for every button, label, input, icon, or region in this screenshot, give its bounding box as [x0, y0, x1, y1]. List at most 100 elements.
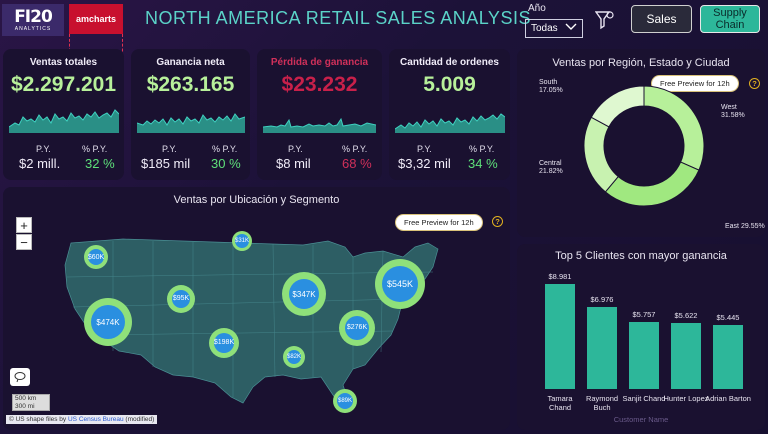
page-title: NORTH AMERICA RETAIL SALES ANALYSIS [145, 8, 531, 28]
bar-chart-xlabel: Customer Name [613, 415, 669, 424]
map-bubble-ring[interactable] [332, 388, 358, 414]
kpi-py-label: P.Y. [417, 144, 432, 154]
kpi-ppy-label: % P.Y. [82, 144, 108, 154]
amcharts-logo: amcharts [69, 4, 123, 34]
kpi-ppy-value: 34 % [468, 156, 498, 171]
map-bubble-ring[interactable] [338, 309, 376, 347]
amcharts-logo-text: amcharts [75, 14, 117, 24]
kpi-card-perdida-ganancia: Pérdida de ganancia $23.232 P.Y. % P.Y. … [257, 49, 382, 180]
attribution-link[interactable]: US Census Bureau [67, 416, 124, 423]
bar[interactable] [671, 323, 701, 389]
kpi-title: Cantidad de ordenes [400, 57, 499, 68]
logo-subtext: ANALYTICS [14, 25, 52, 32]
year-dropdown-value: Todas [531, 23, 558, 34]
map-bubble-ring[interactable] [83, 297, 133, 347]
donut-preview-badge[interactable]: Free Preview for 12h [651, 75, 739, 92]
filter-icon[interactable] [594, 10, 615, 32]
bar-chart-title: Top 5 Clientes con mayor ganancia [555, 250, 727, 262]
bar-value-label: $6.976 [590, 295, 614, 305]
map-bubble-ring[interactable] [208, 327, 240, 359]
logo-text: FI20 [14, 6, 53, 27]
kpi-ppy-value: 32 % [85, 156, 115, 171]
kpi-value: $2.297.201 [10, 73, 117, 96]
map-bubble-label: $31K [234, 238, 249, 244]
donut-chart[interactable] [581, 83, 707, 209]
lasso-icon [14, 372, 26, 383]
map-bubble-ring[interactable] [281, 271, 327, 317]
fi20-logo: FI20 ANALYTICS [2, 4, 64, 36]
kpi-py-value: $8 mil [276, 156, 311, 171]
year-label: Año [528, 3, 546, 14]
bar[interactable] [545, 284, 575, 389]
map-bubble-label: $60K [87, 254, 105, 261]
donut-label-central: Central 21.82% [539, 160, 563, 175]
bar[interactable] [713, 325, 743, 389]
map-bubble-label: $545K [386, 279, 414, 289]
bar-category-label: Raymond Buch [585, 394, 619, 412]
donut-label-south: South 17.05% [539, 79, 563, 94]
bar-category-label: Sanjit Chand [622, 394, 666, 403]
donut-slice-south[interactable] [590, 85, 645, 128]
map-bubble-label: $198K [213, 339, 235, 346]
kpi-ppy-value: 68 % [342, 156, 372, 171]
map-scale-bar: 500 km 300 mi [12, 394, 50, 411]
bar-category-label: Adrian Barton [705, 394, 751, 403]
bar[interactable] [629, 321, 659, 389]
bar-chart-card: Top 5 Clientes con mayor ganancia $8.981… [517, 244, 765, 430]
map-preview-badge[interactable]: Free Preview for 12h [395, 214, 483, 231]
map-bubble-ring[interactable] [282, 345, 306, 369]
kpi-py-label: P.Y. [288, 144, 303, 154]
year-dropdown[interactable]: Todas [525, 19, 583, 38]
bar-value-label: $5.757 [632, 309, 656, 319]
kpi-py-label: P.Y. [162, 144, 177, 154]
map-card: Ventas por Ubicación y Segmento Free Pre… [3, 187, 510, 430]
kpi-ppy-label: % P.Y. [212, 144, 238, 154]
supply-button-line2: Chain [715, 19, 745, 31]
kpi-title: Ventas totales [29, 57, 98, 68]
donut-card: Ventas por Región, Estado y Ciudad Free … [517, 49, 765, 237]
scale-mi: 300 mi [15, 403, 35, 410]
lasso-select-button[interactable] [10, 368, 30, 386]
zoom-out-button[interactable]: − [16, 234, 32, 250]
kpi-py-value: $185 mil [141, 156, 191, 171]
sales-button[interactable]: Sales [631, 5, 692, 33]
supply-button-line1: Supply [713, 7, 747, 19]
map-bubble-ring[interactable] [83, 244, 109, 270]
scale-km: 500 km [15, 395, 37, 402]
map-bubble-label: $276K [346, 324, 368, 331]
kpi-value: $23.232 [281, 73, 358, 96]
donut-slice-west[interactable] [643, 85, 705, 171]
kpi-sparkline [137, 113, 245, 133]
map-bubble-ring[interactable] [231, 230, 253, 252]
attribution-text: © US shape files by [9, 416, 68, 423]
donut-label-west: West 31.58% [721, 104, 745, 119]
kpi-ppy-value: 30 % [211, 156, 241, 171]
bar-value-label: $5.622 [674, 311, 698, 321]
chevron-down-icon [565, 23, 577, 34]
map-bubble-ring[interactable] [166, 284, 196, 314]
kpi-py-label: P.Y. [36, 144, 51, 154]
kpi-py-value: $2 mill. [19, 156, 61, 171]
donut-label-east: East 29.55% [725, 223, 765, 230]
kpi-sparkline [395, 113, 505, 133]
kpi-title: Ganancia neta [156, 57, 225, 68]
map-bubble-ring[interactable] [374, 258, 426, 310]
map-help-icon[interactable]: ? [492, 216, 503, 227]
map-bubble-label: $347K [292, 290, 316, 299]
bar-category-label: Hunter Lopez [663, 394, 709, 403]
bar[interactable] [587, 307, 617, 389]
kpi-title: Pérdida de ganancia [270, 57, 369, 68]
kpi-ppy-label: % P.Y. [469, 144, 495, 154]
kpi-card-ventas-totales: Ventas totales $2.297.201 P.Y. % P.Y. $2… [3, 49, 124, 180]
kpi-card-ganancia-neta: Ganancia neta $263.165 P.Y. % P.Y. $185 … [131, 49, 250, 180]
donut-slice-east[interactable] [604, 161, 700, 207]
donut-slice-central[interactable] [583, 116, 619, 193]
donut-help-icon[interactable]: ? [749, 78, 760, 89]
map-title: Ventas por Ubicación y Segmento [173, 194, 340, 206]
supply-chain-button[interactable]: Supply Chain [700, 5, 760, 33]
kpi-sparkline [263, 117, 376, 133]
zoom-in-button[interactable]: + [16, 217, 32, 233]
bar-category-label: Tamara Chand [547, 394, 573, 412]
kpi-card-cantidad-ordenes: Cantidad de ordenes 5.009 P.Y. % P.Y. $3… [389, 49, 510, 180]
map-attribution: © US shape files by US Census Bureau (mo… [6, 415, 158, 424]
